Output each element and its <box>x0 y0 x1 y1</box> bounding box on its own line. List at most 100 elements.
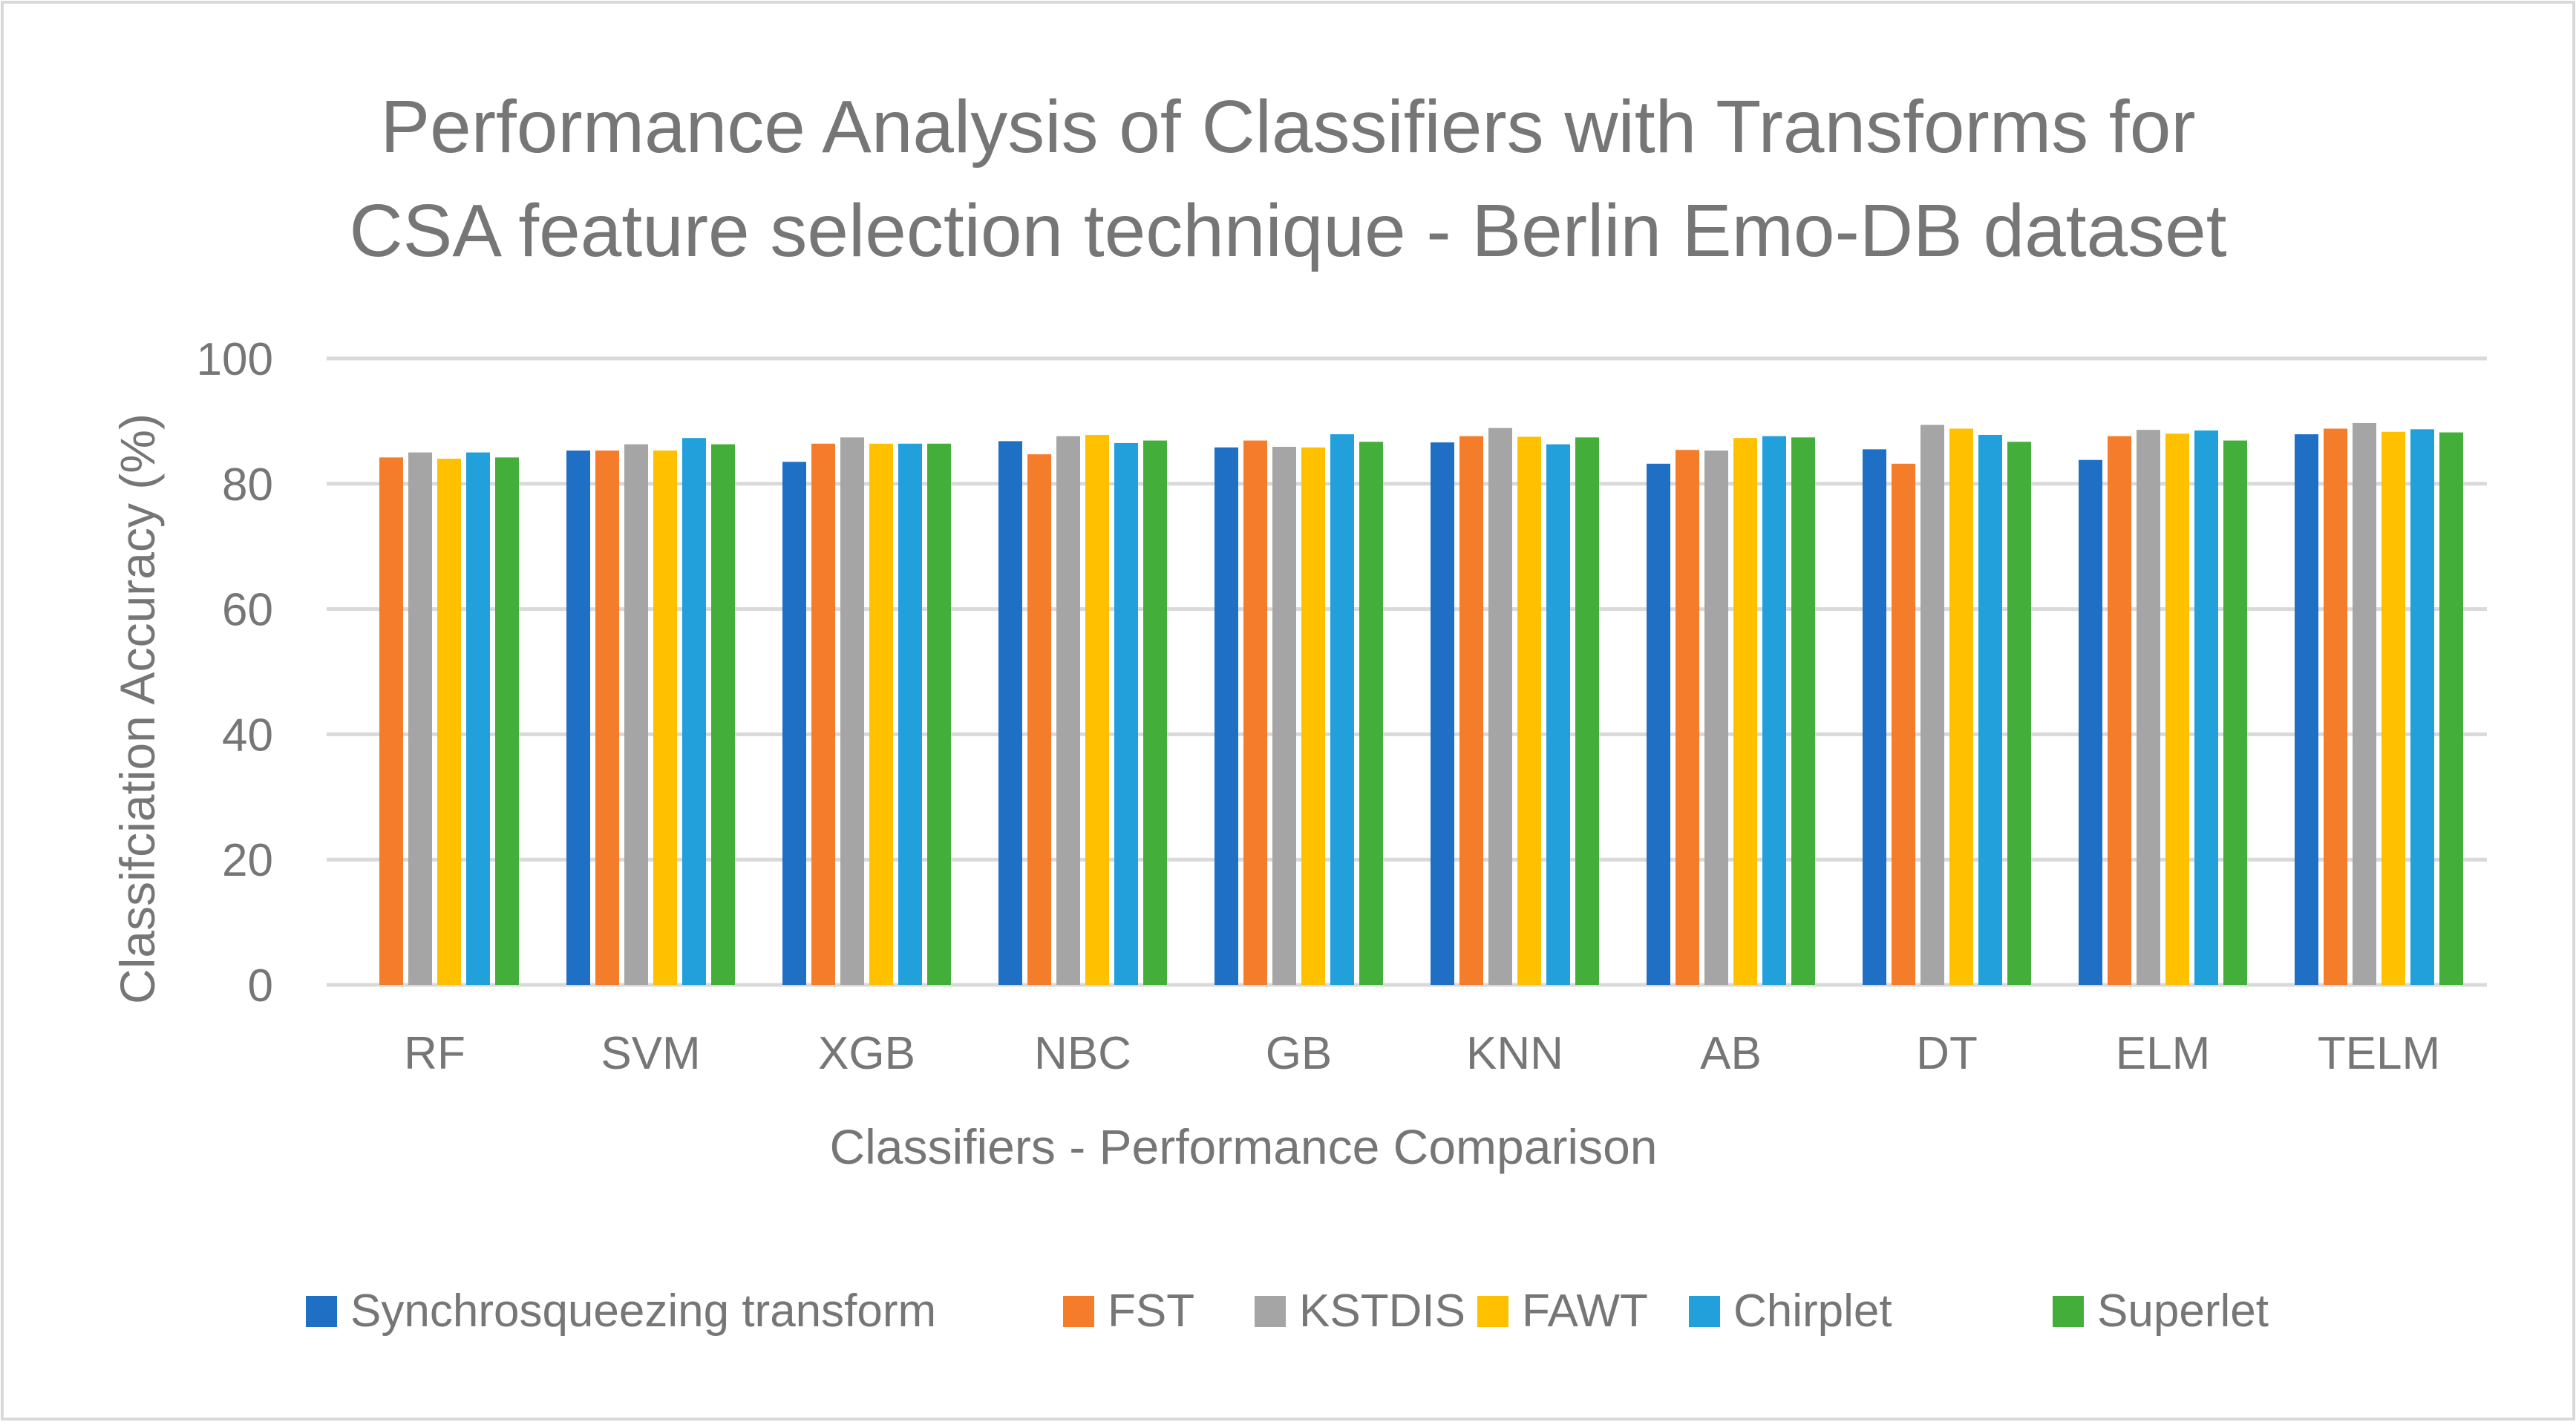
bar-xgb-3 <box>869 443 893 985</box>
bar-xgb-5 <box>927 443 951 985</box>
x-tick-label: SVM <box>601 1028 700 1079</box>
bar-gb-0 <box>1215 447 1238 985</box>
y-tick-label: 20 <box>222 835 273 886</box>
x-tick-label: XGB <box>818 1028 915 1079</box>
legend-swatch <box>1477 1296 1508 1327</box>
bar-knn-0 <box>1431 442 1454 985</box>
y-tick-label: 100 <box>197 334 273 385</box>
bar-svm-4 <box>682 438 706 985</box>
bar-dt-0 <box>1863 449 1886 985</box>
bar-gb-5 <box>1359 442 1383 985</box>
bar-knn-5 <box>1575 437 1599 985</box>
bar-nbc-2 <box>1056 436 1080 985</box>
legend-label: Chirplet <box>1733 1285 1892 1337</box>
legend-label: KSTDIS <box>1299 1285 1465 1337</box>
x-tick-label: GB <box>1266 1028 1333 1079</box>
x-tick-label: ELM <box>2116 1028 2210 1079</box>
y-tick-label: 0 <box>248 960 273 1012</box>
bar-rf-4 <box>466 452 490 985</box>
legend-label: FAWT <box>1522 1285 1648 1337</box>
legend: Synchrosqueezing transform FST KSTDIS FAWT C… <box>306 1285 2269 1337</box>
x-tick-label: RF <box>404 1028 465 1079</box>
x-tick-label: TELM <box>2318 1028 2440 1079</box>
bar-svm-5 <box>711 444 735 985</box>
chart-title-line-2: CSA feature selection technique - Berlin… <box>349 189 2226 272</box>
bar-xgb-1 <box>811 443 835 985</box>
bar-knn-2 <box>1488 428 1512 985</box>
bar-gb-1 <box>1243 440 1267 985</box>
bars <box>379 422 2463 985</box>
legend-label: FST <box>1108 1285 1194 1337</box>
bar-nbc-1 <box>1027 454 1051 985</box>
bar-elm-5 <box>2223 440 2247 985</box>
y-tick-label: 60 <box>222 585 273 636</box>
y-tick-label: 40 <box>222 710 273 761</box>
bar-rf-3 <box>437 459 461 985</box>
bar-dt-2 <box>1920 425 1944 985</box>
bar-telm-5 <box>2439 432 2463 985</box>
bar-ab-2 <box>1704 451 1728 985</box>
x-tick-label: NBC <box>1034 1028 1131 1079</box>
legend-item-5: Superlet <box>2053 1285 2269 1337</box>
bar-xgb-4 <box>898 443 922 985</box>
bar-xgb-0 <box>782 462 806 985</box>
bar-knn-4 <box>1546 444 1570 985</box>
bar-knn-3 <box>1517 436 1541 985</box>
bar-telm-4 <box>2410 429 2434 985</box>
bar-ab-1 <box>1676 450 1699 985</box>
bar-telm-1 <box>2324 428 2347 985</box>
legend-label: Synchrosqueezing transform <box>350 1285 936 1337</box>
legend-item-2: KSTDIS <box>1255 1285 1465 1337</box>
chart-title-line-1: Performance Analysis of Classifiers with… <box>380 85 2195 168</box>
x-axis-ticks: RF SVM XGB NBC GB KNN AB DT ELM TELM <box>404 1028 2440 1079</box>
bar-gb-2 <box>1272 447 1296 985</box>
bar-svm-3 <box>653 451 677 985</box>
bar-dt-4 <box>1978 434 2002 985</box>
bar-ab-0 <box>1647 463 1670 985</box>
bar-telm-0 <box>2295 434 2318 985</box>
y-axis-ticks: 0 20 40 60 80 100 <box>197 334 273 1012</box>
y-axis-label: Classifciation Accuracy (%) <box>110 413 165 1004</box>
y-tick-label: 80 <box>222 459 273 511</box>
legend-label: Superlet <box>2097 1285 2269 1337</box>
legend-item-0: Synchrosqueezing transform <box>306 1285 936 1337</box>
bar-ab-3 <box>1733 438 1757 985</box>
bar-dt-5 <box>2007 442 2031 985</box>
bar-rf-5 <box>495 457 519 985</box>
legend-swatch <box>1063 1296 1094 1327</box>
bar-xgb-2 <box>840 437 864 985</box>
bar-ab-4 <box>1762 436 1786 985</box>
bar-telm-2 <box>2353 422 2376 985</box>
x-tick-label: DT <box>1916 1028 1978 1079</box>
bar-nbc-5 <box>1143 440 1167 985</box>
bar-knn-1 <box>1459 436 1483 985</box>
legend-item-1: FST <box>1063 1285 1194 1337</box>
bar-nbc-4 <box>1114 442 1138 985</box>
bar-gb-3 <box>1301 447 1325 985</box>
bar-nbc-0 <box>998 441 1022 985</box>
bar-elm-4 <box>2194 430 2218 985</box>
bar-elm-3 <box>2165 433 2189 985</box>
bar-svm-2 <box>624 444 648 985</box>
bar-dt-1 <box>1892 463 1915 985</box>
legend-item-3: FAWT <box>1477 1285 1648 1337</box>
x-axis-label: Classifiers - Performance Comparison <box>829 1119 1657 1174</box>
bar-nbc-3 <box>1085 434 1109 985</box>
legend-item-4: Chirplet <box>1689 1285 1892 1337</box>
bar-elm-1 <box>2108 436 2131 985</box>
x-tick-label: AB <box>1700 1028 1762 1079</box>
bar-elm-2 <box>2137 430 2160 985</box>
bar-svm-0 <box>566 451 590 985</box>
legend-swatch <box>1689 1296 1720 1327</box>
bar-gb-4 <box>1330 434 1354 985</box>
x-tick-label: KNN <box>1466 1028 1563 1079</box>
bar-dt-3 <box>1949 428 1973 985</box>
bar-svm-1 <box>595 451 619 985</box>
bar-rf-1 <box>379 457 403 985</box>
bar-ab-5 <box>1791 437 1815 985</box>
bar-rf-2 <box>408 452 432 985</box>
bar-telm-3 <box>2382 431 2405 985</box>
legend-swatch <box>1255 1296 1286 1327</box>
